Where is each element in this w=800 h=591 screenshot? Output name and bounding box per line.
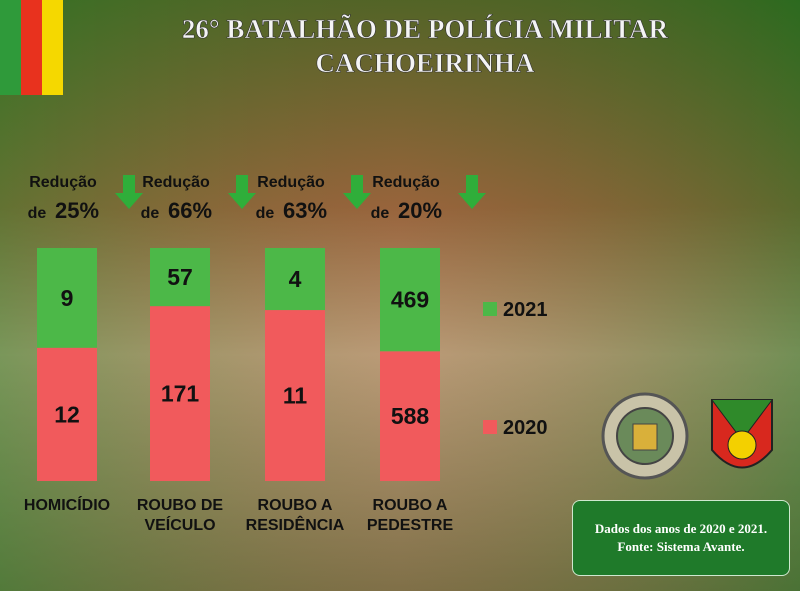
value-label: 4: [289, 266, 302, 292]
bar-segment: [380, 248, 440, 352]
value-label: 469: [391, 287, 429, 313]
value-label: 588: [391, 403, 430, 429]
annotation-label: Redução: [142, 174, 210, 191]
annotation-prefix: de: [141, 205, 160, 222]
bar-segment: [150, 248, 210, 307]
annotation-percent: 25%: [55, 198, 99, 223]
value-label: 57: [167, 264, 193, 290]
value-label: 171: [161, 381, 200, 407]
chart-title: 26° BATALHÃO DE POLÍCIA MILITAR: [182, 14, 669, 44]
down-arrow: [458, 175, 486, 209]
annotation-percent: 20%: [398, 198, 442, 223]
bar-segment: [37, 248, 97, 348]
annotation-prefix: de: [256, 205, 275, 222]
value-label: 11: [283, 383, 308, 409]
bar-segment: [265, 248, 325, 311]
down-arrow: [115, 175, 143, 209]
x-tick-label: HOMICÍDIO: [23, 497, 111, 514]
annotation-label: Redução: [257, 174, 325, 191]
flag-stripe: [0, 0, 21, 95]
flag-stripe: [21, 0, 42, 95]
value-label: 9: [61, 285, 74, 311]
chart-subtitle: CACHOEIRINHA: [315, 48, 535, 78]
annotation-percent: 66%: [168, 198, 212, 223]
legend-swatch: [483, 302, 497, 316]
bar-segment: [150, 306, 210, 481]
logo-brigada: [601, 392, 689, 480]
annotation-prefix: de: [28, 205, 47, 222]
value-label: 12: [54, 401, 80, 427]
annotation-label: Redução: [372, 174, 440, 191]
down-arrow: [228, 175, 256, 209]
down-arrow: [343, 175, 371, 209]
annotation-percent: 63%: [283, 198, 327, 223]
legend-swatch: [483, 420, 497, 434]
bar-segment: [265, 310, 325, 481]
annotation-prefix: de: [371, 205, 390, 222]
x-tick-label: ROUBO DE VEÍCULO: [136, 497, 224, 534]
legend-label: 2021: [503, 299, 548, 321]
source-note: Dados dos anos de 2020 e 2021. Fonte: Si…: [572, 500, 790, 576]
bar-segment: [380, 351, 440, 481]
x-tick-label: ROUBO A RESIDÊNCIA: [245, 497, 345, 534]
legend-label: 2020: [503, 417, 548, 439]
logo-batalhao: [711, 399, 773, 469]
flag-stripe: [42, 0, 63, 95]
annotation-label: Redução: [29, 174, 97, 191]
x-tick-label: ROUBO A PEDESTRE: [366, 497, 454, 534]
bar-segment: [37, 347, 97, 481]
